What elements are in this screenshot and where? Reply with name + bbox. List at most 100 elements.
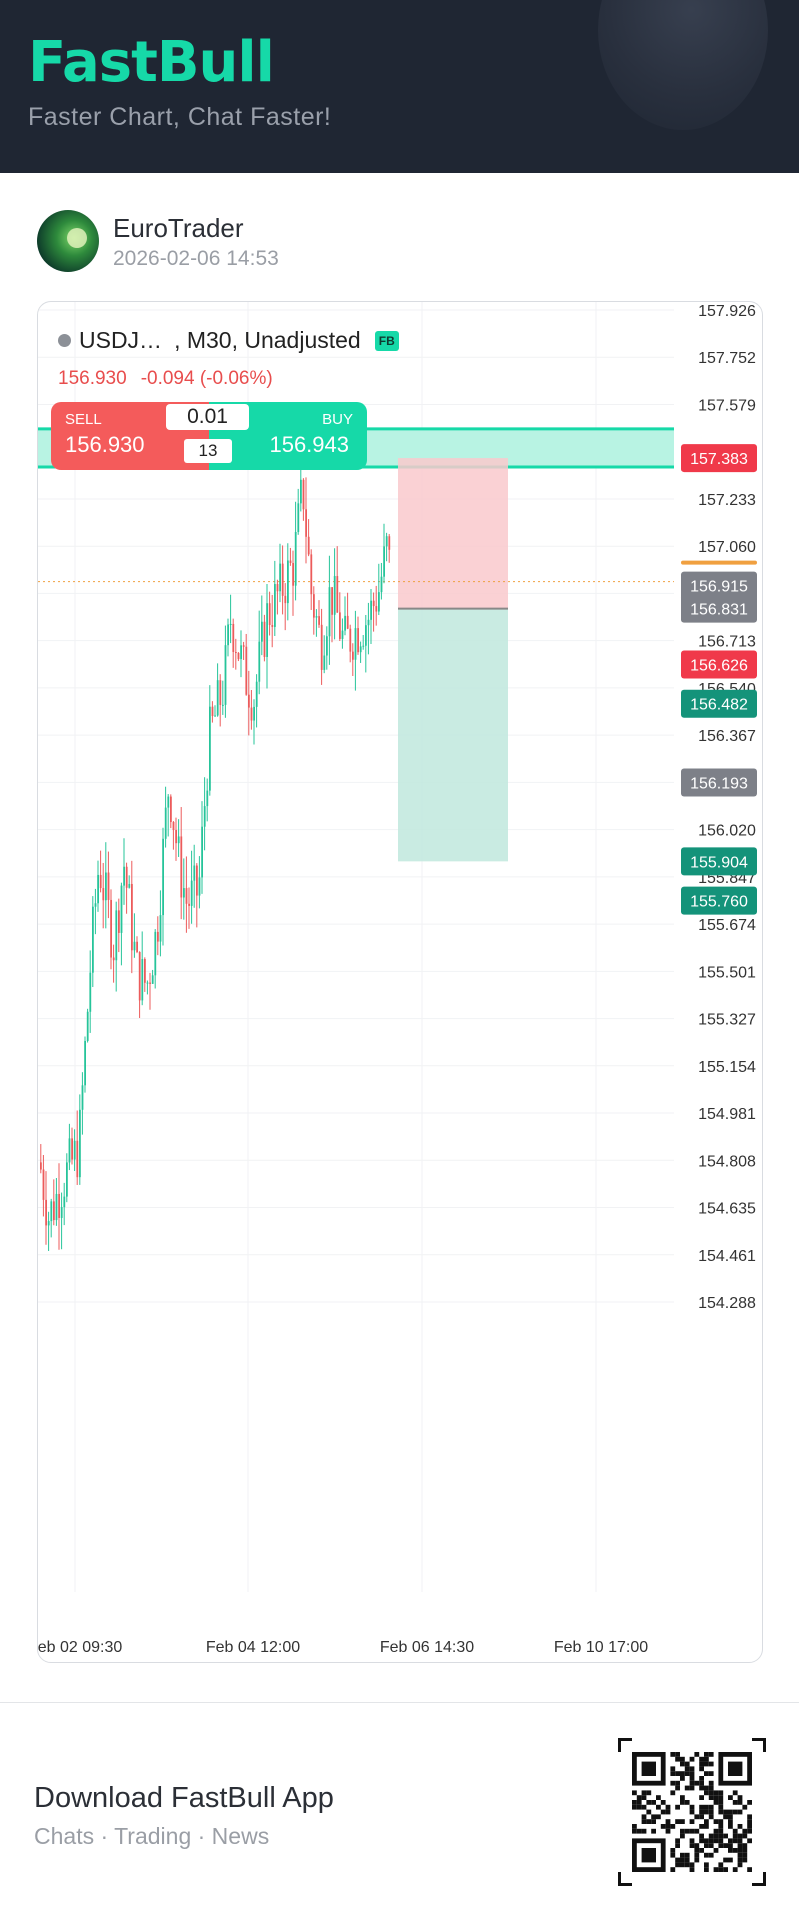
price-change: -0.094 (-0.06%) <box>140 368 273 389</box>
candle-body <box>164 807 167 839</box>
qr-module <box>708 1780 714 1786</box>
qr-module <box>641 1795 647 1800</box>
qr-module <box>680 1795 685 1800</box>
qr-module <box>704 1819 709 1824</box>
candle-body <box>380 576 383 593</box>
qr-module <box>737 1843 743 1848</box>
price-tag-label: 155.760 <box>690 894 748 911</box>
y-tick-label: 157.233 <box>698 492 756 509</box>
candle-body <box>131 883 133 951</box>
download-title[interactable]: Download FastBull App <box>34 1782 334 1814</box>
price-chart[interactable]: 157.926157.752157.579157.406157.233157.0… <box>38 302 763 1663</box>
candle-body <box>110 899 112 958</box>
qr-module <box>737 1824 743 1829</box>
qr-module <box>713 1833 719 1839</box>
candle-body <box>157 931 159 942</box>
candle-body <box>297 503 300 533</box>
qr-module <box>708 1809 714 1815</box>
price-tag-bg <box>681 847 757 876</box>
avatar[interactable] <box>37 210 99 272</box>
qr-module <box>718 1843 724 1848</box>
qr-module <box>632 1828 637 1834</box>
qr-module <box>641 1814 647 1820</box>
candle-body <box>201 826 203 878</box>
qr-module <box>636 1795 642 1800</box>
candle-body <box>255 681 258 707</box>
qr-module <box>699 1780 704 1786</box>
qr-bracket <box>618 1738 632 1741</box>
candle-body <box>118 910 120 933</box>
qr-module <box>675 1780 680 1786</box>
qr-module <box>689 1766 695 1772</box>
tagline: Faster Chart, Chat Faster! <box>28 103 332 131</box>
lot-size-input[interactable]: 0.01 <box>166 404 249 430</box>
qr-module <box>737 1848 743 1853</box>
qr-module <box>670 1780 676 1786</box>
candle-body <box>214 715 216 717</box>
qr-module <box>747 1819 752 1824</box>
candle-body <box>112 957 115 961</box>
candle-body <box>167 796 170 808</box>
qr-module <box>632 1804 637 1810</box>
candle-body <box>346 615 349 629</box>
candle-body <box>310 554 313 595</box>
price-tag-bg <box>681 650 757 679</box>
qr-module <box>699 1814 704 1820</box>
qr-code-icon[interactable] <box>618 1738 766 1886</box>
qr-module <box>728 1838 733 1844</box>
qr-module <box>704 1824 709 1829</box>
qr-module <box>680 1776 685 1781</box>
qr-module <box>718 1795 724 1800</box>
qr-module <box>684 1857 690 1863</box>
price-tag-label: 156.831 <box>690 602 748 619</box>
qr-module <box>699 1766 704 1772</box>
candle-body <box>144 959 146 983</box>
qr-module <box>718 1824 724 1829</box>
candle-body <box>248 694 250 708</box>
candle-body <box>99 874 102 889</box>
qr-bracket <box>763 1738 766 1752</box>
candle-body <box>313 594 315 618</box>
qr-module <box>670 1824 676 1829</box>
candle-body <box>71 1138 73 1160</box>
qr-module <box>747 1838 752 1844</box>
qr-module <box>747 1800 752 1805</box>
candle-body <box>206 790 209 807</box>
candle-body <box>185 888 188 904</box>
qr-module <box>694 1852 700 1858</box>
candle-body <box>320 624 323 670</box>
candle-body <box>235 651 237 653</box>
qr-module <box>646 1809 652 1815</box>
qr-module <box>680 1852 685 1858</box>
qr-module <box>718 1809 724 1815</box>
price-tag-label: 156.482 <box>690 697 748 714</box>
qr-module <box>747 1824 752 1829</box>
qr-module <box>651 1828 656 1834</box>
qr-module <box>718 1838 724 1844</box>
author-name[interactable]: EuroTrader <box>113 213 244 243</box>
candle-body <box>232 623 235 652</box>
qr-module <box>728 1857 733 1863</box>
candle-body <box>307 536 310 555</box>
qr-module <box>742 1833 748 1839</box>
qr-module <box>708 1843 714 1848</box>
qr-module <box>694 1857 700 1863</box>
last-price: 156.930 <box>58 368 127 389</box>
chart-card[interactable]: 157.926157.752157.579157.406157.233157.0… <box>37 301 763 1663</box>
y-tick-label: 156.020 <box>698 823 756 840</box>
candle-body <box>305 509 307 537</box>
qr-module <box>699 1776 704 1781</box>
qr-module <box>632 1800 637 1805</box>
qr-module <box>713 1867 719 1872</box>
candle-body <box>388 536 391 550</box>
qr-module <box>675 1752 680 1757</box>
price-tag-bg <box>681 571 757 600</box>
candle-body <box>294 532 297 586</box>
qr-module <box>704 1867 709 1872</box>
price-tag-label: 156.915 <box>690 579 748 596</box>
candle-body <box>289 560 292 564</box>
qr-bracket <box>763 1872 766 1886</box>
qr-module <box>675 1819 680 1824</box>
qr-module <box>728 1814 733 1820</box>
qr-module <box>737 1838 743 1844</box>
